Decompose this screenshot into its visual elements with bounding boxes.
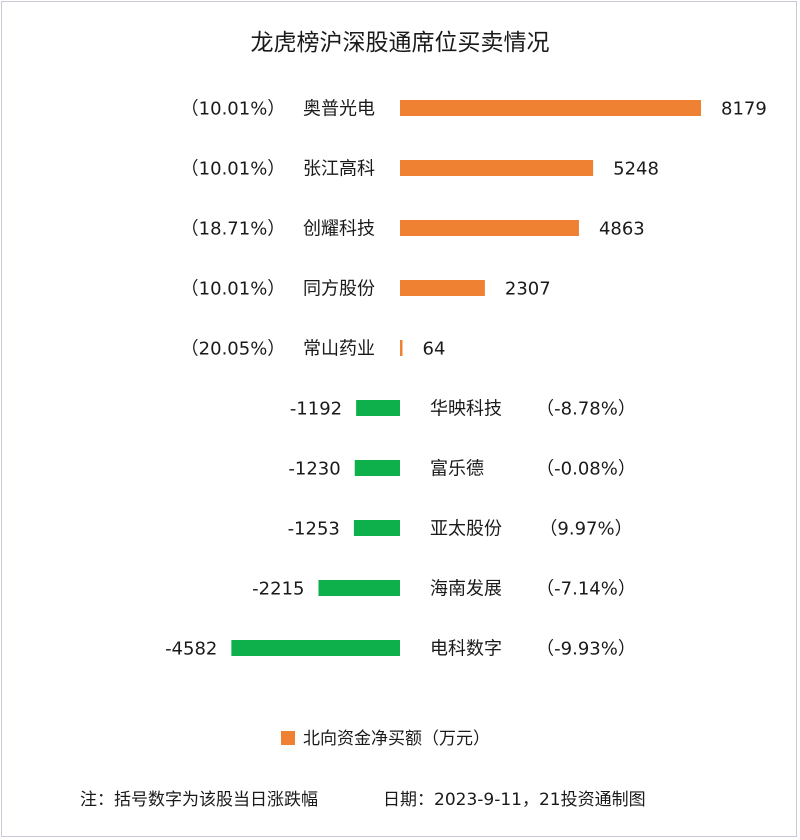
category-label: 奥普光电 xyxy=(303,99,375,120)
footnote-date: 日期：2023-9-11，21投资通制图 xyxy=(383,790,646,810)
category-label: 同方股份 xyxy=(303,279,375,300)
bar xyxy=(353,520,400,536)
value-label: -1253 xyxy=(288,519,340,540)
bar xyxy=(400,280,485,296)
bar xyxy=(400,160,594,176)
bar xyxy=(400,220,579,236)
change-label: （18.71%） xyxy=(181,219,286,240)
bar xyxy=(231,640,400,656)
value-label: -1192 xyxy=(290,399,342,420)
value-label: -1230 xyxy=(288,459,340,480)
change-label: （10.01%） xyxy=(181,159,286,180)
category-label: 亚太股份 xyxy=(430,519,502,540)
value-label: 4863 xyxy=(599,219,645,240)
change-label: （-7.14%） xyxy=(536,579,636,600)
bar xyxy=(318,580,400,596)
category-label: 张江高科 xyxy=(303,159,375,180)
value-label: 64 xyxy=(423,339,446,360)
bar xyxy=(354,460,400,476)
chart-rows: 8179 奥普光电 （10.01%） 5248 张江高科 （10.01%） 4863 创耀科技… xyxy=(165,99,767,660)
category-label: 华映科技 xyxy=(430,399,502,420)
chart-title: 龙虎榜沪深股通席位买卖情况 xyxy=(251,30,550,56)
change-label: （-8.78%） xyxy=(536,399,636,420)
category-label: 电科数字 xyxy=(430,639,502,660)
value-label: -4582 xyxy=(165,639,217,660)
value-label: 5248 xyxy=(613,159,659,180)
category-label: 常山药业 xyxy=(303,339,375,360)
bar xyxy=(400,340,403,356)
change-label: （20.05%） xyxy=(181,339,286,360)
legend: 北向资金净买额（万元） xyxy=(281,729,490,749)
change-label: （-0.08%） xyxy=(536,459,636,480)
value-label: 2307 xyxy=(505,279,551,300)
category-label: 创耀科技 xyxy=(303,219,375,240)
category-label: 海南发展 xyxy=(430,579,502,600)
change-label: （10.01%） xyxy=(181,99,286,120)
change-label: （9.97%） xyxy=(539,519,632,540)
legend-label: 北向资金净买额（万元） xyxy=(303,729,490,749)
bar xyxy=(400,100,701,116)
change-label: （-9.93%） xyxy=(536,639,636,660)
footnote-note: 注：括号数字为该股当日涨跌幅 xyxy=(80,790,318,810)
bar xyxy=(356,400,400,416)
value-label: -2215 xyxy=(252,579,304,600)
category-label: 富乐德 xyxy=(430,459,484,480)
value-label: 8179 xyxy=(721,99,767,120)
legend-swatch xyxy=(281,731,295,745)
change-label: （10.01%） xyxy=(181,279,286,300)
